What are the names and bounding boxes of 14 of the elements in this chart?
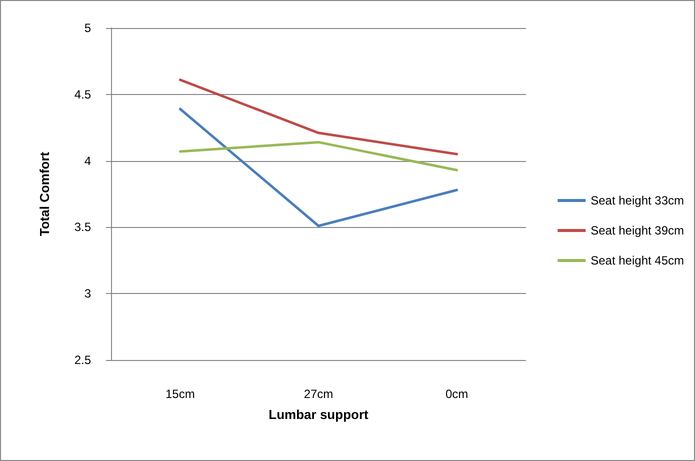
y-tick-label: 3.5 bbox=[74, 220, 92, 234]
y-tick-label: 5 bbox=[84, 21, 92, 35]
x-axis-title: Lumbar support bbox=[268, 407, 369, 422]
y-axis-title: Total Comfort bbox=[37, 151, 52, 236]
legend-label: Seat height 45cm bbox=[590, 254, 684, 268]
y-tick-label: 2.5 bbox=[74, 353, 92, 367]
y-tick-label: 4.5 bbox=[74, 87, 92, 102]
y-tick-label: 4 bbox=[84, 154, 92, 168]
legend-label: Seat height 33cm bbox=[590, 194, 684, 208]
y-tick-label: 3 bbox=[84, 286, 92, 301]
x-tick-label: 27cm bbox=[304, 387, 334, 401]
x-tick-label: 15cm bbox=[165, 387, 195, 401]
x-tick-label: 0cm bbox=[445, 387, 468, 401]
legend-label: Seat height 39cm bbox=[590, 224, 684, 238]
